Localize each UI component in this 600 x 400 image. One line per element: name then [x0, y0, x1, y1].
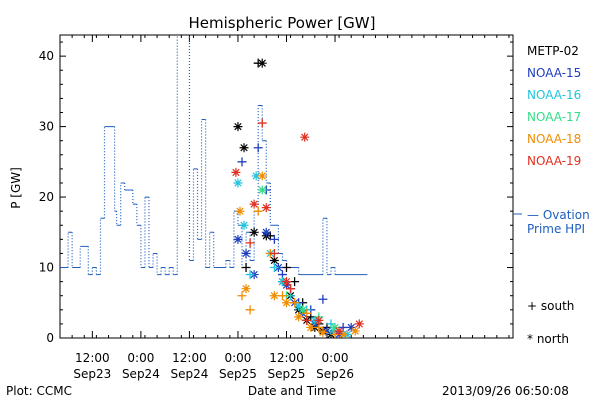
- south-marker: [269, 263, 279, 273]
- north-marker: [328, 326, 338, 336]
- y-axis: 0 10 20 30 40: [39, 41, 513, 345]
- north-marker: [338, 329, 348, 338]
- ovation-legend-line2: Prime HPI: [527, 222, 585, 236]
- legend-item: NOAA-17: [527, 110, 581, 124]
- x-tick-date: Sep24: [170, 367, 208, 381]
- north-marker: [249, 227, 259, 237]
- legend-item: NOAA-19: [527, 154, 581, 168]
- y-tick-label: 20: [39, 190, 54, 204]
- symbol-key-north: * north: [527, 332, 569, 346]
- north-marker: [350, 326, 360, 336]
- north-marker: [241, 284, 251, 294]
- south-marker: [245, 270, 255, 280]
- ovation-step-risers: [67, 35, 336, 275]
- x-axis: 12:00 Sep23 0:00 Sep24 12:00 Sep24 0:00 Sep25 12…: [59, 35, 510, 381]
- north-marker: [257, 171, 267, 181]
- south-marker: [245, 305, 255, 315]
- footer-plot-source: Plot: CCMC: [6, 384, 72, 398]
- north-marker: [257, 185, 267, 195]
- ovation-step-line: [60, 104, 368, 276]
- south-marker: [253, 143, 263, 153]
- ovation-legend-line1: — Ovation: [527, 208, 590, 222]
- north-marker: [300, 132, 310, 142]
- north-marker: [269, 291, 279, 301]
- x-tick-date: Sep25: [268, 367, 306, 381]
- plot-inner: [60, 35, 368, 338]
- south-marker: [269, 248, 279, 258]
- chart-title: Hemispheric Power [GW]: [189, 14, 376, 32]
- north-marker: [233, 122, 243, 132]
- south-marker: [282, 263, 291, 273]
- x-tick-time: 12:00: [269, 351, 304, 365]
- north-marker: [239, 220, 249, 230]
- y-tick-label: 40: [39, 49, 54, 63]
- south-marker: [286, 284, 296, 294]
- north-marker: [322, 326, 332, 336]
- x-tick-time: 12:00: [172, 351, 207, 365]
- south-marker: [245, 238, 255, 248]
- north-marker: [261, 203, 271, 213]
- south-marker: [257, 118, 267, 128]
- north-marker: [257, 58, 267, 68]
- south-marker: [302, 315, 312, 325]
- south-marker: [253, 206, 263, 216]
- north-marker: [251, 171, 261, 181]
- north-marker: [294, 301, 304, 311]
- x-tick-date: Sep24: [122, 367, 160, 381]
- legend-item: METP-02: [527, 44, 579, 58]
- legend-item: NOAA-18: [527, 132, 581, 146]
- x-tick-time: 0:00: [224, 351, 251, 365]
- south-marker: [237, 291, 247, 301]
- north-marker: [298, 305, 308, 315]
- y-axis-label: P [GW]: [9, 167, 23, 209]
- x-tick-date: Sep26: [316, 367, 354, 381]
- x-tick-time: 0:00: [322, 351, 349, 365]
- north-marker: [314, 315, 324, 325]
- north-marker: [306, 322, 316, 332]
- x-tick-date: Sep23: [73, 367, 111, 381]
- north-marker: [330, 322, 340, 332]
- south-marker: [237, 157, 247, 167]
- north-marker: [249, 199, 259, 209]
- south-marker: [277, 291, 287, 301]
- north-marker: [282, 298, 291, 308]
- legend-item: NOAA-15: [527, 66, 581, 80]
- y-tick-label: 10: [39, 261, 54, 275]
- north-marker: [346, 322, 356, 332]
- north-marker: [269, 255, 279, 265]
- south-marker: [290, 298, 300, 308]
- north-marker: [294, 312, 304, 322]
- x-tick-date: Sep25: [219, 367, 257, 381]
- legend: METP-02 NOAA-15 NOAA-16 NOAA-17 NOAA-18 NOAA-…: [513, 44, 581, 215]
- north-marker: [334, 326, 344, 336]
- north-marker: [235, 206, 245, 216]
- north-marker: [239, 143, 249, 153]
- south-marker: [241, 263, 251, 273]
- north-marker: [241, 248, 251, 258]
- north-marker: [354, 319, 364, 329]
- legend-item: NOAA-16: [527, 88, 581, 102]
- north-marker: [233, 178, 243, 188]
- y-tick-label: 0: [46, 331, 54, 345]
- north-marker: [261, 227, 271, 237]
- south-marker: [269, 234, 279, 244]
- x-tick-time: 12:00: [75, 351, 110, 365]
- y-tick-label: 30: [39, 120, 54, 134]
- north-marker: [233, 234, 243, 244]
- footer-timestamp: 2013/09/26 06:50:08: [442, 384, 569, 398]
- x-axis-label: Date and Time: [248, 384, 336, 398]
- south-marker: [290, 277, 300, 287]
- south-marker: [318, 294, 328, 304]
- plot-area: [60, 35, 368, 338]
- x-tick-time: 0:00: [127, 351, 154, 365]
- symbol-key-south: + south: [527, 299, 574, 313]
- north-marker: [282, 277, 291, 287]
- north-marker: [231, 167, 241, 177]
- north-marker: [318, 327, 328, 337]
